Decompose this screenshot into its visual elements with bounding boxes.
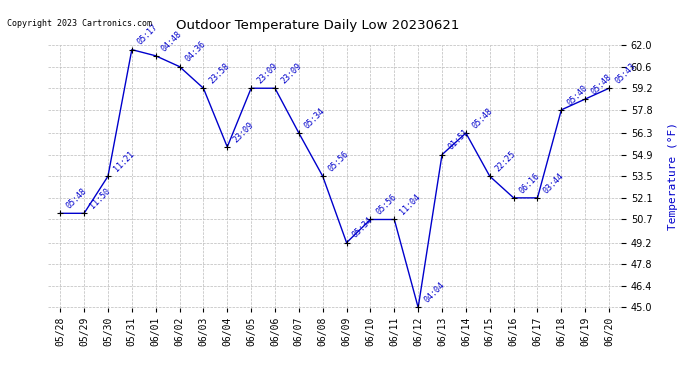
Text: Temperature (°F): Temperature (°F) — [668, 122, 678, 230]
Text: 03:44: 03:44 — [542, 171, 566, 195]
Text: 05:48: 05:48 — [470, 106, 494, 130]
Text: 05:34: 05:34 — [351, 216, 375, 240]
Text: 23:09: 23:09 — [231, 120, 255, 144]
Text: 11:21: 11:21 — [112, 149, 136, 174]
Text: 11:50: 11:50 — [88, 186, 112, 210]
Text: Outdoor Temperature Daily Low 20230621: Outdoor Temperature Daily Low 20230621 — [176, 19, 459, 32]
Text: 11:04: 11:04 — [398, 193, 422, 217]
Text: 23:09: 23:09 — [279, 62, 303, 86]
Text: 05:43: 05:43 — [613, 62, 638, 86]
Text: 23:58: 23:58 — [208, 62, 232, 86]
Text: 04:48: 04:48 — [160, 29, 184, 53]
Text: 01:51: 01:51 — [446, 128, 471, 152]
Text: 05:48: 05:48 — [589, 72, 613, 96]
Text: 05:56: 05:56 — [327, 149, 351, 174]
Text: 22:25: 22:25 — [494, 149, 518, 174]
Text: 05:40: 05:40 — [566, 83, 589, 107]
Text: 05:56: 05:56 — [375, 193, 399, 217]
Text: 05:34: 05:34 — [303, 106, 327, 130]
Text: 05:17: 05:17 — [136, 23, 160, 47]
Text: 04:04: 04:04 — [422, 280, 446, 305]
Text: Copyright 2023 Cartronics.com: Copyright 2023 Cartronics.com — [7, 19, 152, 28]
Text: 23:09: 23:09 — [255, 62, 279, 86]
Text: 06:16: 06:16 — [518, 171, 542, 195]
Text: 04:36: 04:36 — [184, 40, 208, 64]
Text: 05:48: 05:48 — [64, 186, 88, 210]
